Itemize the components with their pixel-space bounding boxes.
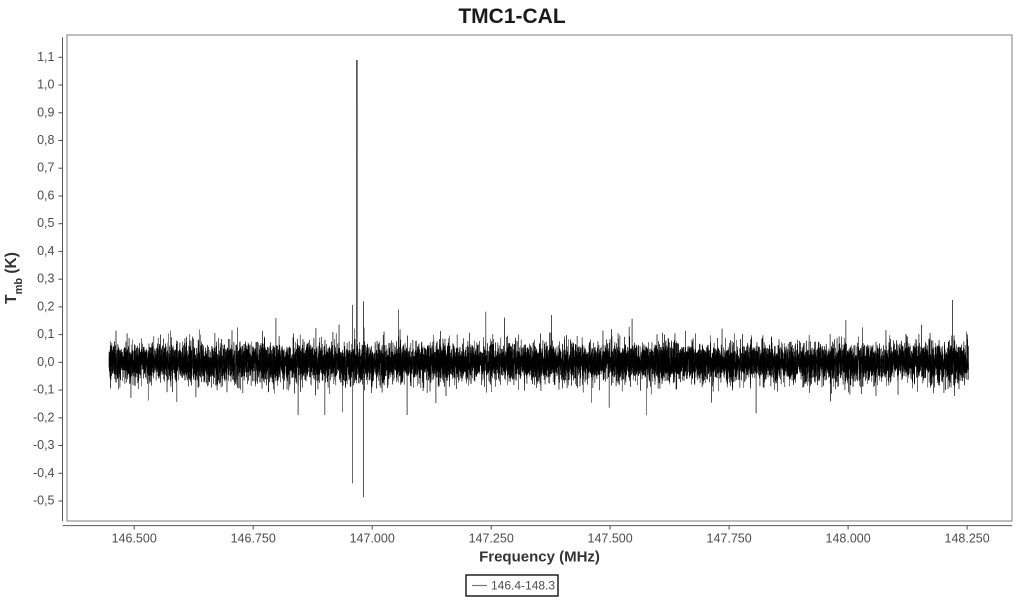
- svg-text:0,9: 0,9: [37, 105, 54, 119]
- svg-text:1,0: 1,0: [37, 78, 54, 92]
- svg-text:147.500: 147.500: [588, 532, 633, 546]
- svg-text:146.750: 146.750: [231, 532, 276, 546]
- svg-text:-0,1: -0,1: [33, 383, 55, 397]
- svg-text:-0,5: -0,5: [33, 494, 55, 508]
- svg-text:148.250: 148.250: [945, 532, 990, 546]
- svg-text:0,3: 0,3: [37, 272, 54, 286]
- svg-text:0,1: 0,1: [37, 327, 54, 341]
- svg-text:0,7: 0,7: [37, 161, 54, 175]
- svg-text:147.750: 147.750: [707, 532, 752, 546]
- svg-text:148.000: 148.000: [826, 532, 871, 546]
- svg-text:Frequency (MHz): Frequency (MHz): [479, 549, 600, 566]
- svg-text:0,2: 0,2: [37, 299, 54, 313]
- svg-text:146.4-148.3: 146.4-148.3: [491, 579, 555, 593]
- svg-text:147.000: 147.000: [350, 532, 395, 546]
- svg-text:0,4: 0,4: [37, 244, 54, 258]
- svg-text:0,0: 0,0: [37, 355, 54, 369]
- svg-text:-0,4: -0,4: [33, 466, 55, 480]
- svg-text:0,6: 0,6: [37, 189, 54, 203]
- svg-text:147.250: 147.250: [469, 532, 514, 546]
- svg-text:1,1: 1,1: [37, 50, 54, 64]
- svg-text:146.500: 146.500: [112, 532, 157, 546]
- svg-text:0,8: 0,8: [37, 133, 54, 147]
- svg-text:0,5: 0,5: [37, 216, 54, 230]
- svg-text:-0,2: -0,2: [33, 410, 55, 424]
- svg-text:TMC1-CAL: TMC1-CAL: [458, 5, 565, 28]
- svg-text:-0,3: -0,3: [33, 438, 55, 452]
